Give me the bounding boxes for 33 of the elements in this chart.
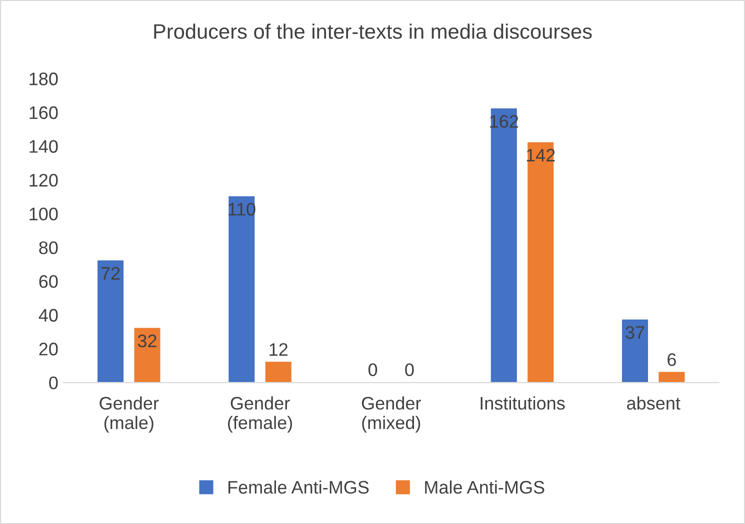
bar — [658, 372, 685, 383]
y-tick-label: 140 — [30, 140, 58, 153]
y-tick-label: 0 — [49, 376, 58, 390]
y-tick-label: 120 — [30, 174, 58, 187]
x-tick-label: Gender (mixed) — [362, 396, 421, 433]
y-tick-label: 100 — [30, 208, 58, 220]
bar — [622, 319, 648, 383]
legend-label: Male Anti-MGS — [425, 480, 544, 494]
y-tick-label: 80 — [39, 241, 58, 254]
legend-label: Female Anti-MGS — [228, 480, 369, 494]
x-tick-label: Gender (female) — [228, 396, 292, 433]
bar — [265, 362, 292, 383]
data-label: 0 — [368, 363, 378, 376]
y-tick-label: 160 — [30, 106, 58, 120]
data-label: 72 — [101, 266, 120, 280]
y-tick-label: 60 — [39, 275, 58, 288]
x-tick-label: Institutions — [480, 396, 565, 410]
x-tick-label: absent — [627, 396, 680, 410]
data-label: 0 — [405, 363, 414, 376]
bar — [490, 108, 517, 383]
y-tick-label: 40 — [38, 308, 58, 322]
data-label: 32 — [138, 334, 156, 348]
bar — [528, 142, 554, 383]
x-tick-label: Gender (male) — [100, 396, 159, 433]
bar — [228, 196, 255, 383]
y-tick-label: 20 — [39, 342, 58, 356]
data-label: 37 — [626, 326, 644, 339]
data-label: 6 — [668, 353, 676, 366]
bar — [134, 328, 160, 383]
bar — [98, 260, 124, 383]
chart-title: Producers of the inter-texts in media discourses — [154, 24, 592, 39]
y-tick-label: 180 — [30, 72, 58, 86]
data-label: 12 — [270, 343, 288, 356]
